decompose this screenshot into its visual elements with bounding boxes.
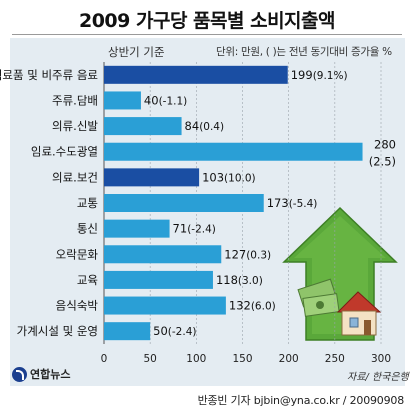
category-label: 오락문화	[56, 247, 99, 261]
bar	[104, 296, 226, 315]
value-number: 71	[173, 222, 188, 236]
value-label: 40(-1.1)	[144, 93, 187, 107]
house-arrow-illustration	[282, 206, 398, 341]
source-note: 자료/ 한국은행	[347, 372, 409, 383]
x-tick-label: 200	[279, 353, 299, 365]
bar	[104, 194, 264, 212]
change-label: (3.0)	[238, 275, 263, 287]
x-tick-label: 300	[371, 353, 391, 365]
x-tick-labels: 0 50 100 150 200 250 300	[101, 353, 391, 365]
value-number: 132	[229, 299, 251, 313]
chart-subtitle: 상반기 기준	[108, 45, 165, 59]
x-tick-label: 0	[101, 353, 108, 365]
value-number: 103	[202, 170, 224, 184]
logo-text: 연합뉴스	[30, 368, 71, 381]
change-label: (-2.4)	[168, 326, 197, 338]
yonhap-logo: 연합뉴스	[12, 366, 70, 382]
x-tick-label: 100	[186, 353, 206, 365]
value-label: 118(3.0)	[216, 273, 263, 287]
category-label: 임료.수도광열	[31, 145, 98, 159]
bar	[104, 168, 200, 187]
value-label: 127(0.3)	[224, 247, 271, 261]
change-label: (0.4)	[199, 121, 224, 133]
change-label: (0.3)	[246, 249, 271, 261]
bars	[104, 65, 363, 341]
x-tick-label: 50	[143, 353, 156, 365]
chart-title: 2009 가구당 품목별 소비지출액	[78, 10, 336, 32]
byline: 반종빈 기자 bjbin@yna.co.kr / 20090908	[197, 394, 405, 407]
value-number: 173	[267, 196, 289, 210]
logo-icon	[12, 366, 27, 382]
category-label: 가계시설 및 운영	[17, 324, 98, 338]
x-tick-label: 250	[325, 353, 345, 365]
bar	[104, 219, 170, 238]
category-label: 교육	[77, 273, 98, 287]
value-number: 40	[144, 93, 159, 107]
value-label: 71(-2.4)	[173, 222, 216, 236]
category-label: 음식숙박	[56, 299, 99, 313]
change-label: (9.1%)	[313, 70, 348, 82]
value-number: 50	[153, 324, 168, 338]
category-label: 의류.신발	[52, 119, 98, 133]
bar	[104, 322, 151, 341]
value-number: 127	[224, 247, 246, 261]
category-label: 주류.담배	[52, 93, 98, 107]
bar	[104, 117, 182, 136]
value-number: 84	[185, 119, 200, 133]
change-label: (2.5)	[369, 155, 396, 169]
change-label: (-5.4)	[289, 198, 318, 210]
value-number: 199	[291, 68, 313, 82]
change-label: (-2.4)	[187, 224, 216, 236]
category-label: 식료품 및 비주류 음료	[0, 68, 98, 82]
category-labels: 식료품 및 비주류 음료주류.담배의류.신발임료.수도광열의료.보건교통통신오락…	[0, 68, 98, 338]
category-label: 의료.보건	[52, 170, 98, 184]
bar	[104, 91, 141, 110]
house-icon	[336, 291, 382, 336]
value-label: 103(10.0)	[202, 170, 256, 184]
change-label: (6.0)	[251, 301, 276, 313]
unit-note: 단위: 만원, ( )는 전년 동기대비 증가율 %	[216, 46, 392, 58]
title-divider	[12, 34, 402, 35]
value-labels: 199(9.1%) 40(-1.1) 84(0.4) 280 (2.5) 103(10.0…	[144, 68, 396, 338]
bar	[104, 142, 363, 161]
value-number: 118	[216, 273, 238, 287]
category-label: 교통	[77, 196, 98, 210]
value-label: 199(9.1%)	[291, 68, 348, 82]
value-label: 84(0.4)	[185, 119, 225, 133]
bar	[104, 245, 222, 264]
money-icon	[297, 278, 340, 317]
value-label: 280	[374, 138, 396, 152]
bar	[104, 65, 288, 84]
value-label: 50(-2.4)	[153, 324, 196, 338]
x-tick-label: 150	[232, 353, 252, 365]
value-label: 173(-5.4)	[267, 196, 318, 210]
category-label: 통신	[77, 222, 98, 236]
change-label: (-1.1)	[159, 95, 188, 107]
value-label: 132(6.0)	[229, 299, 276, 313]
change-label: (10.0)	[224, 172, 256, 184]
bar	[104, 270, 213, 289]
